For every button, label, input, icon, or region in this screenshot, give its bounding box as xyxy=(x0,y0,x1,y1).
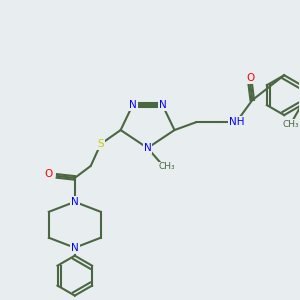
Text: N: N xyxy=(71,243,79,253)
Text: N: N xyxy=(159,100,167,110)
Text: N: N xyxy=(144,143,152,153)
Text: CH₃: CH₃ xyxy=(158,163,175,172)
Text: CH₃: CH₃ xyxy=(282,120,299,129)
Text: S: S xyxy=(98,139,104,149)
Text: NH: NH xyxy=(229,117,244,127)
Text: O: O xyxy=(45,169,53,179)
Text: O: O xyxy=(246,73,254,83)
Text: N: N xyxy=(129,100,136,110)
Text: N: N xyxy=(71,197,79,207)
